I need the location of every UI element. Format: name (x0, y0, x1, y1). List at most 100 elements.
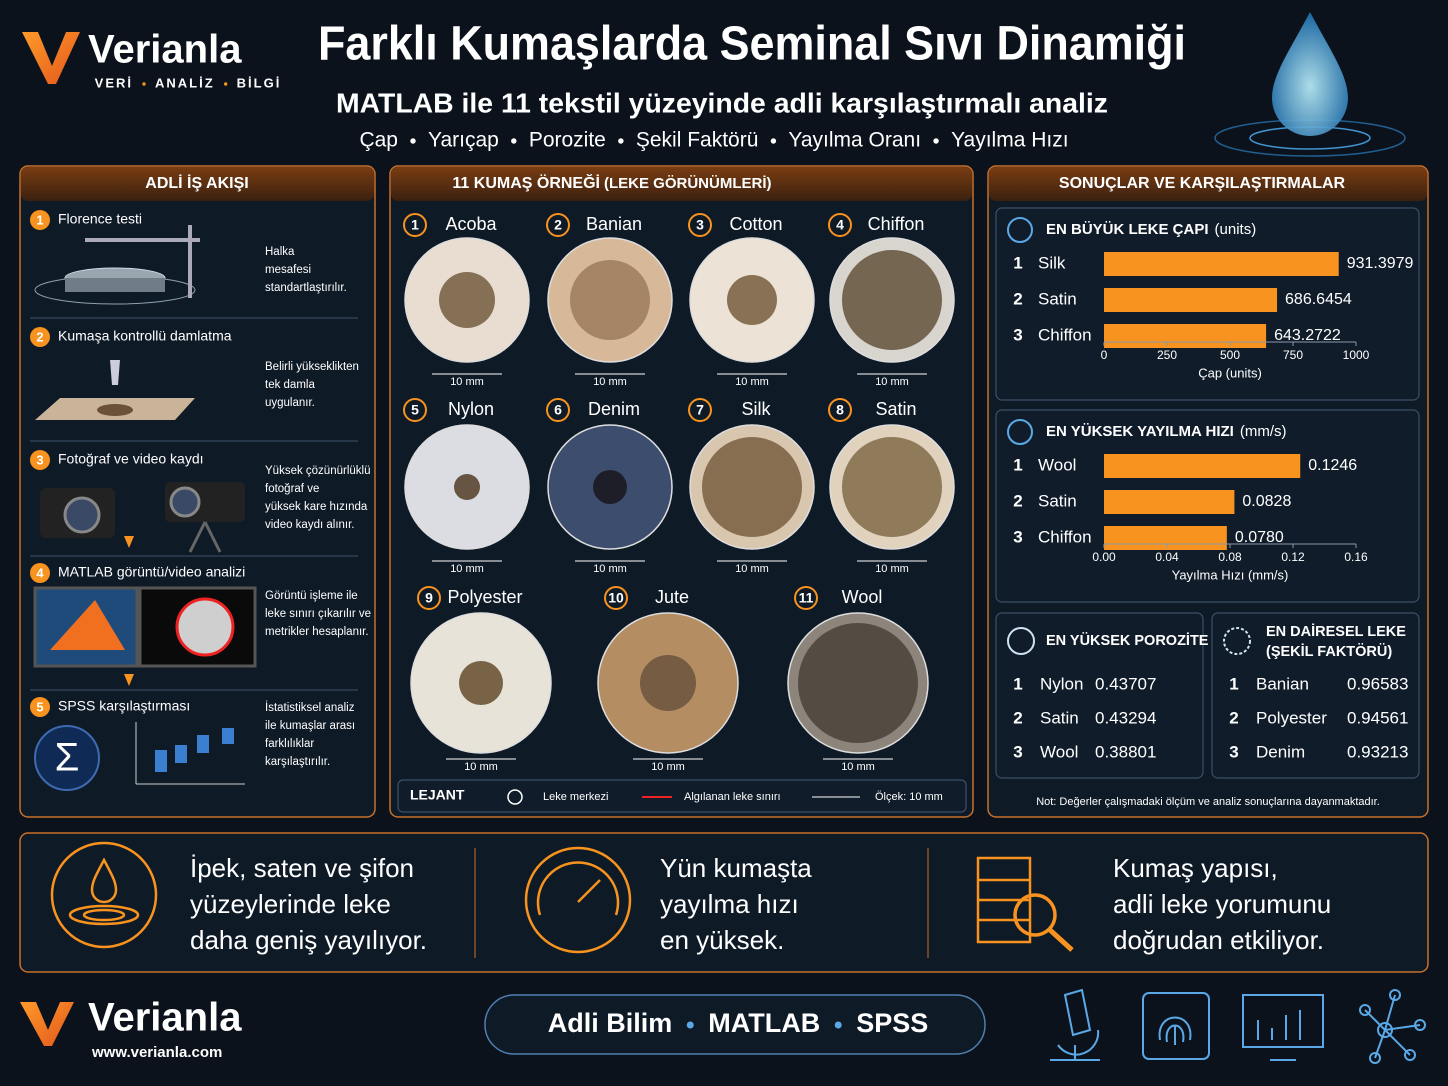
step-badge (417, 586, 441, 610)
takeaway-text: daha geniş yayılıyor. (190, 925, 427, 955)
rank: 1 (1013, 253, 1022, 272)
takeaway-icons (50, 841, 1074, 954)
stain (702, 437, 802, 537)
scale-label: 10 mm (593, 376, 627, 388)
metric: Çap (359, 129, 398, 152)
sample-name: Denim (588, 399, 640, 419)
step-text: farklılıklar (265, 738, 314, 750)
step-badge (828, 398, 852, 422)
tagline: VERİ (95, 75, 133, 90)
sample-number: 1 (411, 217, 419, 233)
panel-title-note: (LEKE GÖRÜNÜMLERİ) (604, 175, 772, 192)
panel-header (391, 167, 972, 201)
scale-label: 10 mm (735, 376, 769, 388)
panel-title: SONUÇLAR VE KARŞILAŞTIRMALAR (1059, 175, 1346, 192)
table-value: 0.43707 (1095, 674, 1156, 693)
step-number: 5 (36, 699, 43, 714)
step-badge (30, 697, 50, 717)
chart-icon (1007, 419, 1033, 445)
step-title: Florence testi (58, 211, 142, 227)
step-text: karşılaştırılır. (265, 756, 330, 768)
bar (1104, 454, 1301, 478)
step-badge (604, 586, 628, 610)
step-text: metrikler hesaplanır. (265, 626, 369, 638)
step-title: Kumaşa kontrollü damlatma (58, 328, 232, 344)
legend-label: Ölçek: 10 mm (875, 791, 943, 803)
table-name: Satin (1040, 708, 1079, 727)
step-dividers (30, 317, 358, 691)
x-tick-label: 500 (1220, 348, 1240, 362)
x-tick-label: 0.12 (1281, 550, 1305, 564)
rank: 2 (1229, 708, 1238, 727)
table-title: EN YÜKSEK POROZİTE (1046, 632, 1209, 649)
tagline-group: VERİ ANALİZ BİLGİ (95, 75, 280, 90)
sample-name: Wool (842, 587, 883, 607)
category-label: Silk (1038, 253, 1066, 272)
table-value: 0.96583 (1347, 674, 1408, 693)
table-value: 0.93213 (1347, 742, 1408, 761)
stain (459, 661, 503, 705)
sample-name: Polyester (447, 587, 522, 607)
takeaway-text: İpek, saten ve şifon (190, 853, 414, 883)
sample-number: 8 (836, 402, 844, 418)
rank: 2 (1013, 491, 1022, 510)
step-badge (403, 213, 427, 237)
sample-name: Jute (655, 587, 689, 607)
takeaway-text: en yüksek. (660, 925, 784, 955)
legend-title: LEJANT (410, 787, 465, 803)
sample-number: 7 (696, 402, 704, 418)
sigma-icon: Σ (55, 736, 80, 780)
sample-number: 6 (554, 402, 562, 418)
legend-label: Leke merkezi (543, 791, 608, 803)
table-box (1211, 612, 1420, 779)
logo-mark (20, 1002, 74, 1046)
table-name: Banian (1256, 674, 1309, 693)
x-tick-label: 0.08 (1218, 550, 1242, 564)
x-axis-label: Yayılma Hızı (mm/s) (1172, 567, 1289, 582)
sample-number: 3 (696, 217, 704, 233)
scale-label: 10 mm (450, 376, 484, 388)
bar (1104, 252, 1339, 276)
step-title: SPSS karşılaştırması (58, 698, 190, 714)
sample-number: 9 (425, 590, 433, 606)
scale-label: 10 mm (450, 563, 484, 575)
sample-name: Nylon (448, 399, 494, 419)
step-badge (794, 586, 818, 610)
table-name: Wool (1040, 742, 1078, 761)
bar (1104, 324, 1267, 348)
panel-header (989, 167, 1427, 201)
category-label: Chiffon (1038, 527, 1092, 546)
value-label: 643.2722 (1274, 327, 1341, 344)
table-name: Nylon (1040, 674, 1083, 693)
table-name: Polyester (1256, 708, 1327, 727)
takeaway-text: doğrudan etkiliyor. (1113, 925, 1324, 955)
sample-number: 2 (554, 217, 562, 233)
table-title: EN DAİRESEL LEKE (1266, 623, 1406, 640)
legend-label: Algılanan leke sınırı (684, 791, 781, 803)
step-number: 2 (36, 329, 43, 344)
tagline: ANALİZ (155, 75, 215, 90)
step-title: MATLAB görüntü/video analizi (58, 564, 245, 580)
value-label: 0.1246 (1308, 457, 1357, 474)
step-text: yüksek kare hızında (265, 501, 368, 513)
step-badge (30, 327, 50, 347)
table-name: Denim (1256, 742, 1305, 761)
rank: 3 (1013, 325, 1022, 344)
step-badge (403, 398, 427, 422)
step-text: Görüntü işleme ile (265, 590, 358, 602)
step-number: 3 (36, 452, 43, 467)
category-label: Satin (1038, 289, 1077, 308)
step-text: fotoğraf ve (265, 483, 319, 495)
step-text: standartlaştırılır. (265, 282, 347, 294)
separator-dot (686, 1021, 694, 1029)
table-value: 0.43294 (1095, 708, 1156, 727)
step-badge (828, 213, 852, 237)
step-text: video kaydı alınır. (265, 519, 355, 531)
stain (439, 272, 495, 328)
topic: Adli Bilim (548, 1008, 673, 1038)
takeaway-text: yüzeylerinde leke (190, 889, 391, 919)
drop-icon (1214, 12, 1406, 157)
step-text: uygulanır. (265, 397, 315, 409)
step-text: leke sınırı çıkarılır ve (265, 608, 371, 620)
logo-mark (22, 32, 80, 84)
